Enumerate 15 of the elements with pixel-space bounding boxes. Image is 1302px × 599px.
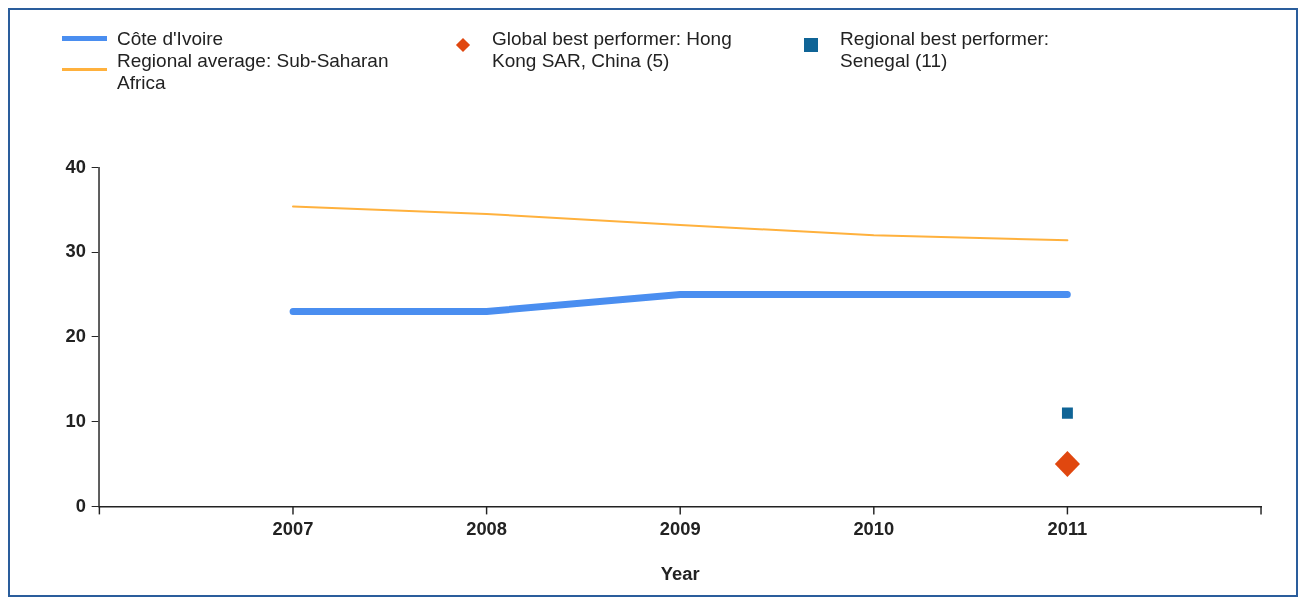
y-tick-label: 0 bbox=[75, 494, 86, 516]
x-tick-label: 2010 bbox=[853, 517, 895, 540]
y-tick-label: 40 bbox=[65, 155, 86, 177]
x-tick-label: 2011 bbox=[1047, 517, 1088, 540]
x-tick-label: 2009 bbox=[659, 517, 701, 540]
y-tick-label: 20 bbox=[65, 324, 86, 347]
legend-label: Côte d'Ivoire bbox=[117, 28, 225, 50]
x-tick-label: 2008 bbox=[466, 517, 507, 540]
y-tick-label: 30 bbox=[65, 240, 86, 262]
x-tick-label: 2007 bbox=[272, 517, 314, 540]
x-axis-title: Year bbox=[660, 562, 700, 584]
legend-label: Regional average: Sub-Saharan Africa bbox=[117, 50, 390, 94]
y-tick-label: 10 bbox=[65, 409, 86, 431]
legend-label: Regional best performer: Senegal (11) bbox=[840, 28, 1051, 72]
legend-label: Global best performer: Hong Kong SAR, China (5) bbox=[492, 28, 733, 72]
